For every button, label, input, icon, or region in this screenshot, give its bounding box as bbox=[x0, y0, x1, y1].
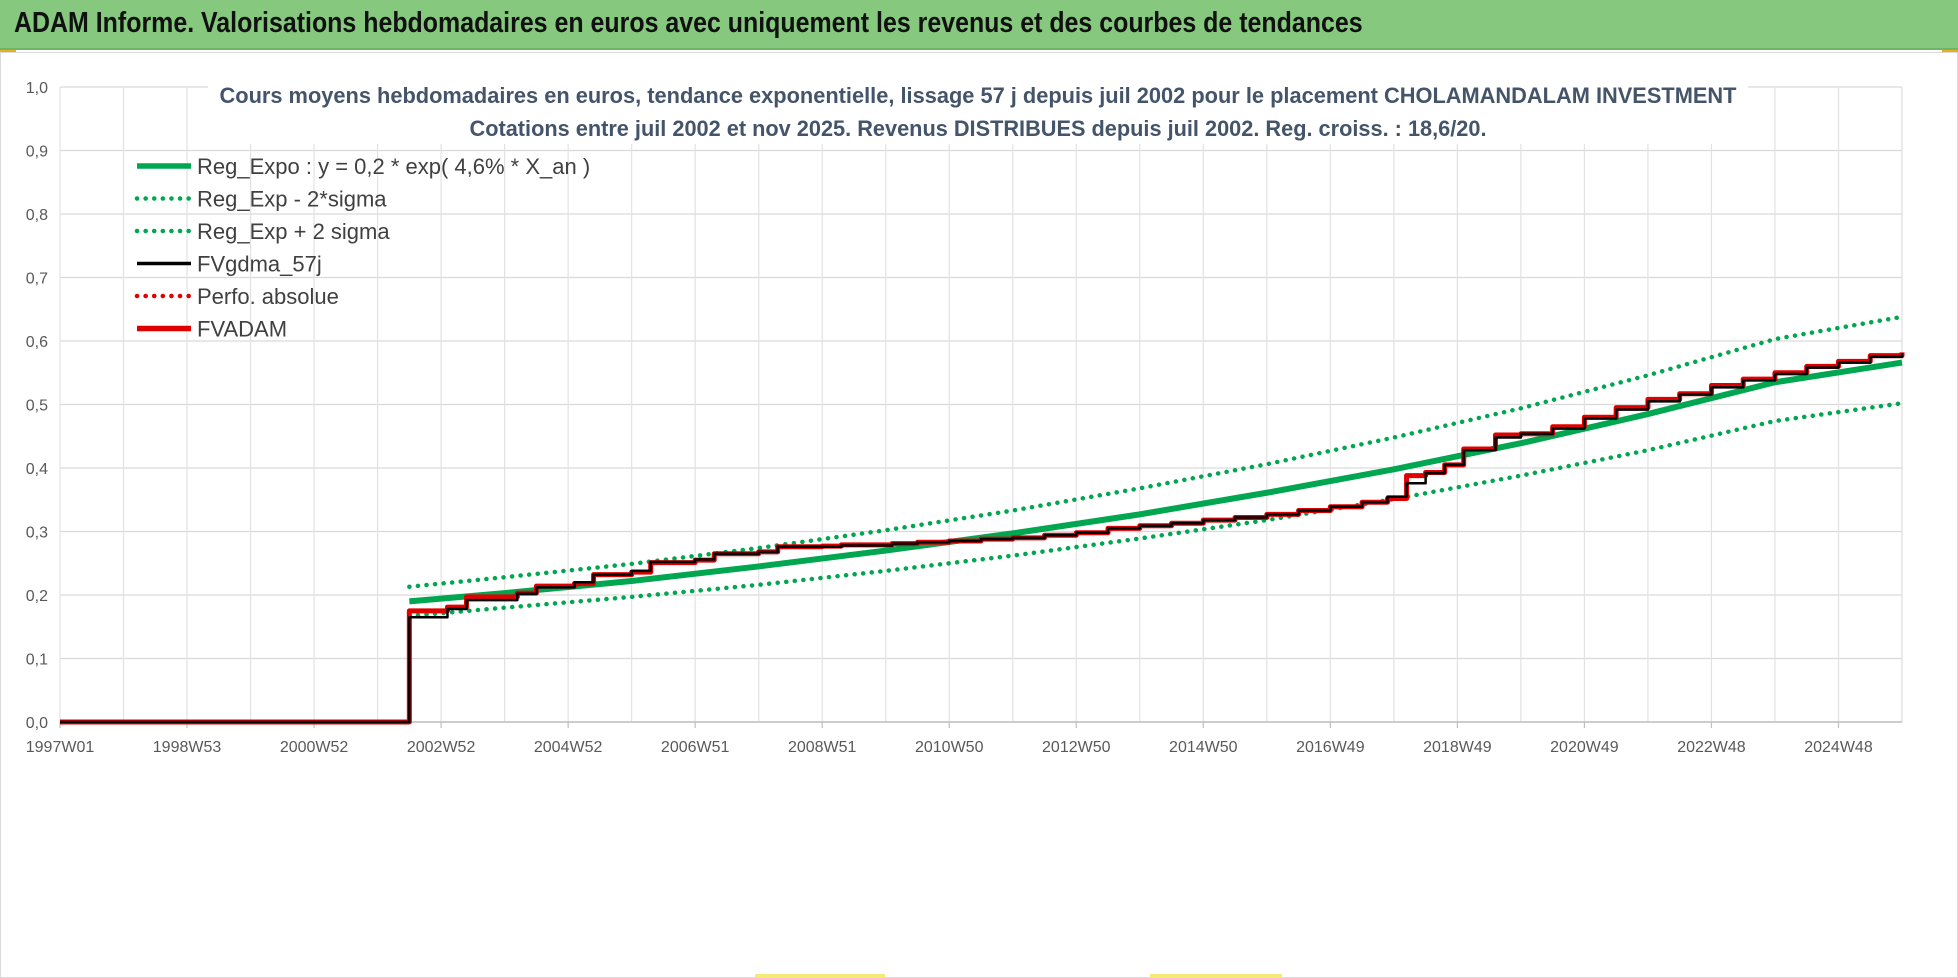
legend: Reg_Expo : y = 0,2 * exp( 4,6% * X_an ) R… bbox=[134, 154, 590, 342]
x-tick-label: 2000W52 bbox=[280, 739, 349, 756]
y-tick-label: 0,8 bbox=[26, 207, 48, 224]
x-tick-label: 2006W51 bbox=[661, 739, 730, 756]
report-banner: ADAM Informe. Valorisations hebdomadaire… bbox=[0, 0, 1958, 50]
x-tick-label: 2008W51 bbox=[788, 739, 857, 756]
x-tick-label: 2010W50 bbox=[915, 739, 984, 756]
y-tick-label: 0,6 bbox=[26, 334, 48, 351]
legend-label-5: FVADAM bbox=[197, 317, 287, 342]
x-tick-label: 2012W50 bbox=[1042, 739, 1111, 756]
x-tick-label: 1997W01 bbox=[26, 739, 95, 756]
series-line-3 bbox=[60, 353, 1904, 724]
x-tick-label: 2016W49 bbox=[1296, 739, 1365, 756]
y-tick-label: 0,7 bbox=[26, 271, 48, 288]
legend-label-0: Reg_Expo : y = 0,2 * exp( 4,6% * X_an ) bbox=[197, 154, 590, 179]
bottom-marker-1 bbox=[755, 974, 885, 978]
title-background bbox=[208, 80, 1748, 144]
chart-title-line-2: Cotations entre juil 2002 et nov 2025. R… bbox=[470, 116, 1487, 141]
legend-label-1: Reg_Exp - 2*sigma bbox=[197, 187, 387, 212]
y-tick-label: 0,1 bbox=[26, 652, 48, 669]
series-line-2 bbox=[407, 314, 1905, 589]
y-tick-label: 0,0 bbox=[26, 715, 48, 732]
x-tick-label: 2020W49 bbox=[1550, 739, 1619, 756]
series-line-5 bbox=[60, 352, 1905, 725]
legend-label-3: FVgdma_57j bbox=[197, 252, 322, 277]
x-axis-ticks: 1997W01 1998W53 2000W52 2002W52 2004W52 2006W… bbox=[26, 722, 1873, 756]
series-line-0 bbox=[409, 359, 1903, 605]
line-chart: 0,0 0,1 0,2 0,3 0,4 0,5 0,6 0,7 0,8 0,9 1,0 1997W0… bbox=[26, 80, 1905, 756]
x-tick-label: 2002W52 bbox=[407, 739, 476, 756]
x-tick-label: 2018W49 bbox=[1423, 739, 1492, 756]
legend-label-2: Reg_Exp + 2 sigma bbox=[197, 219, 390, 244]
chart-title-line-1: Cours moyens hebdomadaires en euros, ten… bbox=[220, 83, 1738, 108]
y-axis-ticks: 0,0 0,1 0,2 0,3 0,4 0,5 0,6 0,7 0,8 0,9 1,0 bbox=[26, 80, 48, 732]
report-title: ADAM Informe. Valorisations hebdomadaire… bbox=[14, 7, 1363, 39]
y-tick-label: 0,2 bbox=[26, 588, 48, 605]
bottom-marker-2 bbox=[1150, 974, 1282, 978]
x-tick-label: 2014W50 bbox=[1169, 739, 1238, 756]
series-layer bbox=[60, 314, 1905, 725]
x-tick-label: 1998W53 bbox=[153, 739, 222, 756]
x-tick-label: 2024W48 bbox=[1804, 739, 1873, 756]
series-line-1 bbox=[407, 400, 1905, 619]
x-tick-label: 2004W52 bbox=[534, 739, 603, 756]
y-tick-label: 0,4 bbox=[26, 461, 48, 478]
grid-lines bbox=[59, 86, 1903, 723]
y-tick-label: 0,3 bbox=[26, 525, 48, 542]
x-tick-label: 2022W48 bbox=[1677, 739, 1746, 756]
y-tick-label: 0,5 bbox=[26, 398, 48, 415]
legend-label-4: Perfo. absolue bbox=[197, 284, 339, 309]
y-tick-label: 1,0 bbox=[26, 80, 48, 97]
y-tick-label: 0,9 bbox=[26, 144, 48, 161]
